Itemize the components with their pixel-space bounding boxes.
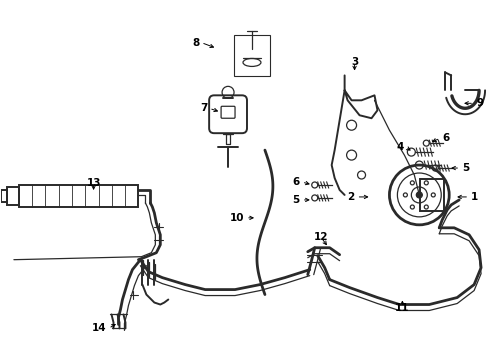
Text: 12: 12 bbox=[313, 232, 327, 242]
Bar bbox=[234, 35, 269, 76]
Bar bbox=[19, 185, 138, 207]
Text: 2: 2 bbox=[346, 192, 354, 202]
Text: 7: 7 bbox=[200, 103, 207, 113]
Text: 5: 5 bbox=[292, 195, 299, 205]
Text: 3: 3 bbox=[350, 58, 358, 67]
Text: 1: 1 bbox=[470, 192, 477, 202]
Text: 6: 6 bbox=[292, 177, 299, 187]
Bar bbox=[1, 190, 7, 202]
Text: 11: 11 bbox=[394, 302, 409, 312]
Bar bbox=[7, 187, 19, 205]
Text: 10: 10 bbox=[229, 213, 244, 223]
Text: 5: 5 bbox=[461, 163, 468, 173]
Text: 6: 6 bbox=[441, 133, 448, 143]
Text: 9: 9 bbox=[475, 98, 482, 108]
Text: 8: 8 bbox=[191, 37, 199, 48]
Text: 4: 4 bbox=[395, 142, 403, 152]
Circle shape bbox=[415, 192, 422, 198]
Text: 13: 13 bbox=[86, 178, 101, 188]
Text: 14: 14 bbox=[92, 323, 106, 333]
